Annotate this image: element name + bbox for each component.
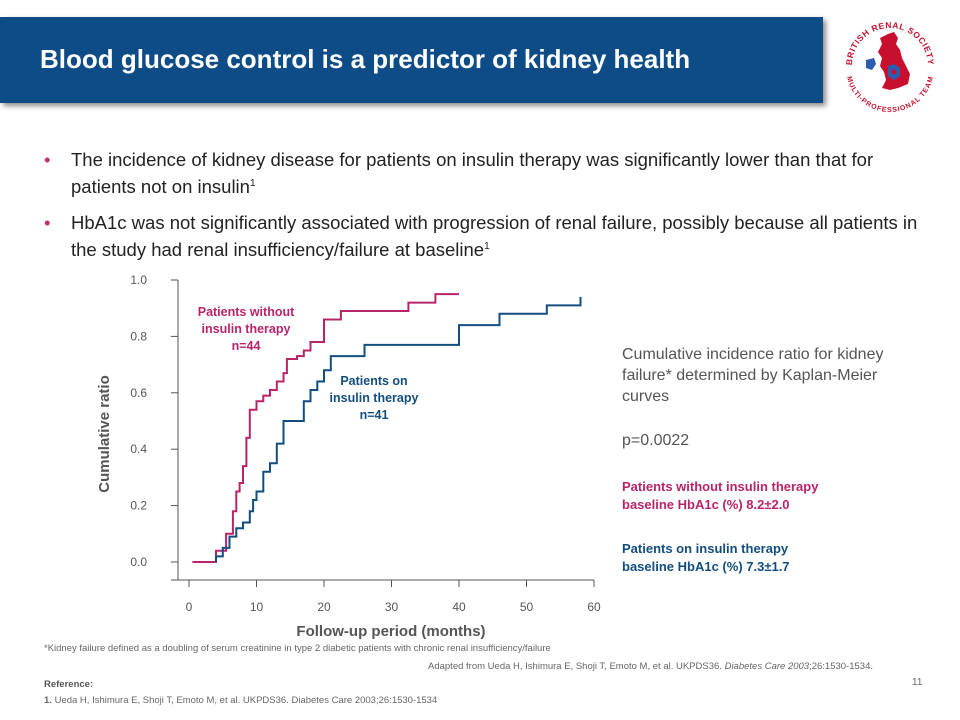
adapted-journal: Diabetes Care 2003: [724, 661, 810, 672]
bullet-list: • The incidence of kidney disease for pat…: [44, 148, 924, 274]
series-label-without-insulin: Patients without insulin therapy n=44: [198, 305, 295, 353]
x-tick-label: 50: [520, 600, 534, 614]
series-label-line: Patients without: [198, 305, 295, 319]
reference-entry: 1. Ueda H, Ishimura E, Shoji T, Emoto M,…: [44, 695, 437, 706]
group-with-insulin-summary: Patients on insulin therapy baseline HbA…: [622, 540, 922, 576]
adapted-prefix: Adapted from Ueda H, Ishimura E, Shoji T…: [428, 661, 722, 672]
series-label-line: insulin therapy: [330, 391, 419, 405]
series-line-without-insulin: [192, 293, 459, 563]
bullet-dot: •: [44, 149, 51, 170]
reference-number: 1.: [44, 695, 52, 706]
x-tick-label: 0: [186, 600, 193, 614]
reference-label: Reference:: [44, 679, 94, 690]
title-bar: [0, 17, 823, 103]
footnote: *Kidney failure defined as a doubling of…: [44, 643, 551, 654]
group-without-title: Patients without insulin therapy: [622, 479, 819, 494]
y-tick-label: 0.0: [130, 555, 147, 569]
series-line-with-insulin: [215, 296, 582, 562]
group-without-insulin-summary: Patients without insulin therapy baselin…: [622, 478, 922, 514]
reference-text: Ueda H, Ishimura E, Shoji T, Emoto M, et…: [54, 695, 438, 706]
bullet-citation: 1: [484, 241, 490, 253]
bullet-item: • The incidence of kidney disease for pat…: [44, 148, 924, 199]
series-label-line: n=44: [232, 339, 261, 353]
bullet-item: • HbA1c was not significantly associated …: [44, 211, 924, 262]
series-label-line: n=41: [360, 408, 389, 422]
y-tick-label: 0.2: [130, 499, 147, 513]
x-axis-label: Follow-up period (months): [296, 623, 485, 640]
group-with-hba1c: baseline HbA1c (%) 7.3±1.7: [622, 559, 790, 574]
series-label-with-insulin: Patients on insulin therapy n=41: [330, 374, 419, 422]
bullet-text: HbA1c was not significantly associated w…: [71, 212, 918, 261]
x-tick-label: 40: [452, 600, 466, 614]
y-tick-label: 0.4: [130, 442, 147, 456]
y-tick-label: 1.0: [130, 273, 147, 287]
chart-description: Cumulative incidence ratio for kidney fa…: [622, 346, 884, 405]
x-tick-label: 20: [317, 600, 331, 614]
page-number: 11: [912, 677, 923, 688]
x-tick-label: 10: [250, 600, 264, 614]
series-label-line: Patients on: [340, 374, 407, 388]
p-value: p=0.0022: [622, 432, 690, 449]
slide-title: Blood glucose control is a predictor of …: [40, 44, 691, 74]
bullet-text: The incidence of kidney disease for pati…: [71, 149, 874, 198]
group-with-title: Patients on insulin therapy: [622, 541, 789, 556]
x-tick-label: 30: [385, 600, 399, 614]
y-tick-label: 0.8: [130, 329, 147, 343]
adapted-suffix: ;26:1530-1534.: [809, 661, 873, 672]
group-without-hba1c: baseline HbA1c (%) 8.2±2.0: [622, 497, 790, 512]
series-label-line: insulin therapy: [202, 322, 291, 336]
y-axis-label: Cumulative ratio: [96, 375, 113, 493]
kaplan-meier-chart: 0.0 0.2 0.4 0.6 0.8 1.0 0 10 20 30 40 50 60 Follow-up…: [96, 273, 601, 640]
society-logo: BRITISH RENAL SOCIETY MULTI-PROFESSIONAL…: [844, 20, 936, 114]
bullet-citation: 1: [249, 178, 256, 189]
x-tick-label: 60: [587, 600, 601, 614]
y-tick-label: 0.6: [130, 386, 147, 400]
adapted-source: Adapted from Ueda H, Ishimura E, Shoji T…: [428, 661, 873, 672]
uk-map-with-kidney-icon: [866, 32, 910, 90]
bullet-dot: •: [44, 212, 51, 234]
